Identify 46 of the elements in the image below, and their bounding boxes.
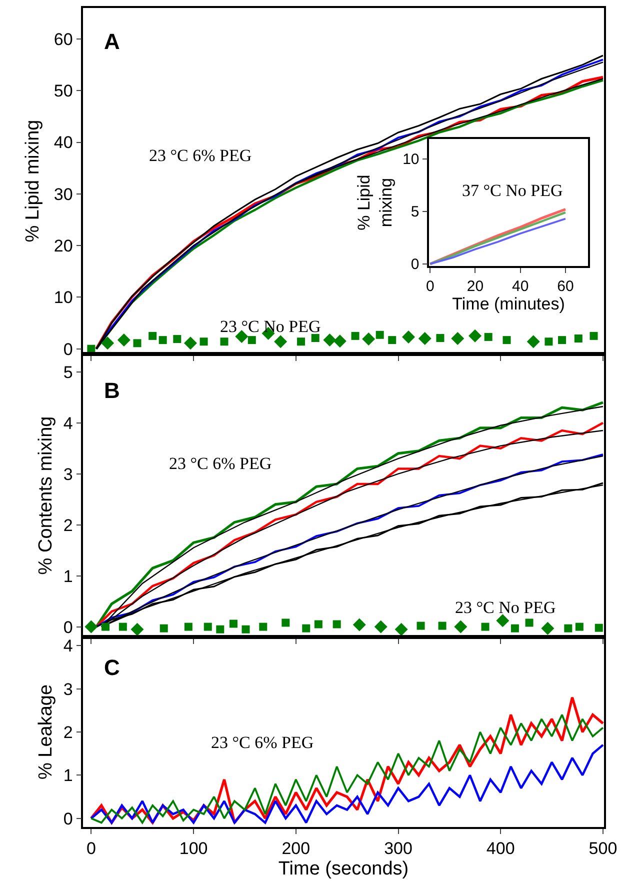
annotation: 23 °C 6% PEG xyxy=(169,454,272,473)
annotation: A xyxy=(104,29,120,54)
y-tick-label: 50 xyxy=(54,82,73,101)
y-tick-label: 1 xyxy=(63,566,73,586)
y-tick-label: 5 xyxy=(63,362,73,382)
y-tick-label: 0 xyxy=(63,340,73,359)
y-axis-title: % Lipid mixing xyxy=(354,174,396,230)
y-tick-label: 0 xyxy=(410,256,420,274)
x-tick-label: 400 xyxy=(486,839,515,858)
annotation: C xyxy=(104,655,120,680)
x-tick-label: 100 xyxy=(179,839,208,858)
x-tick-label: 200 xyxy=(282,839,310,858)
x-tick-label: 40 xyxy=(512,278,529,295)
x-tick-label: 300 xyxy=(384,839,412,858)
y-tick-label: 0 xyxy=(63,618,73,637)
y-tick-label: 1 xyxy=(63,766,73,786)
y-tick-label: 2 xyxy=(63,516,73,535)
annotation: 23 °C 6% PEG xyxy=(149,146,252,165)
x-tick-label: 20 xyxy=(466,278,484,295)
y-tick-label: 2 xyxy=(63,722,73,742)
y-tick-label: 10 xyxy=(402,151,420,168)
y-tick-label: 40 xyxy=(54,133,73,152)
annotation: 23 °C No PEG xyxy=(455,598,556,617)
annotation: 23 °C No PEG xyxy=(220,317,321,336)
x-axis-title: Time (minutes) xyxy=(452,294,565,314)
y-tick-label: 20 xyxy=(54,236,73,256)
annotation: 37 °C No PEG xyxy=(462,181,563,200)
y-tick-label: 0 xyxy=(63,809,73,828)
y-tick-label: 30 xyxy=(54,184,73,204)
x-tick-label: 0 xyxy=(86,839,96,858)
annotation: 23 °C 6% PEG xyxy=(211,733,314,752)
y-tick-label: 3 xyxy=(63,680,73,699)
x-tick-label: 500 xyxy=(588,839,618,858)
x-tick-label: 60 xyxy=(557,278,574,295)
y-tick-label: 4 xyxy=(63,414,73,433)
x-axis-title: Time (seconds) xyxy=(278,858,409,880)
y-tick-label: 60 xyxy=(54,30,73,49)
y-tick-label: 5 xyxy=(410,204,420,221)
y-tick-label: 3 xyxy=(63,464,73,484)
y-axis-title: % Leakage xyxy=(36,684,57,780)
y-axis-title: % Lipid mixing xyxy=(22,120,44,242)
x-tick-label: 0 xyxy=(426,278,434,295)
y-tick-label: 10 xyxy=(54,288,73,308)
y-axis-title: % Contents mixing xyxy=(36,416,57,575)
y-tick-label: 4 xyxy=(63,636,73,656)
annotation: B xyxy=(104,378,120,403)
